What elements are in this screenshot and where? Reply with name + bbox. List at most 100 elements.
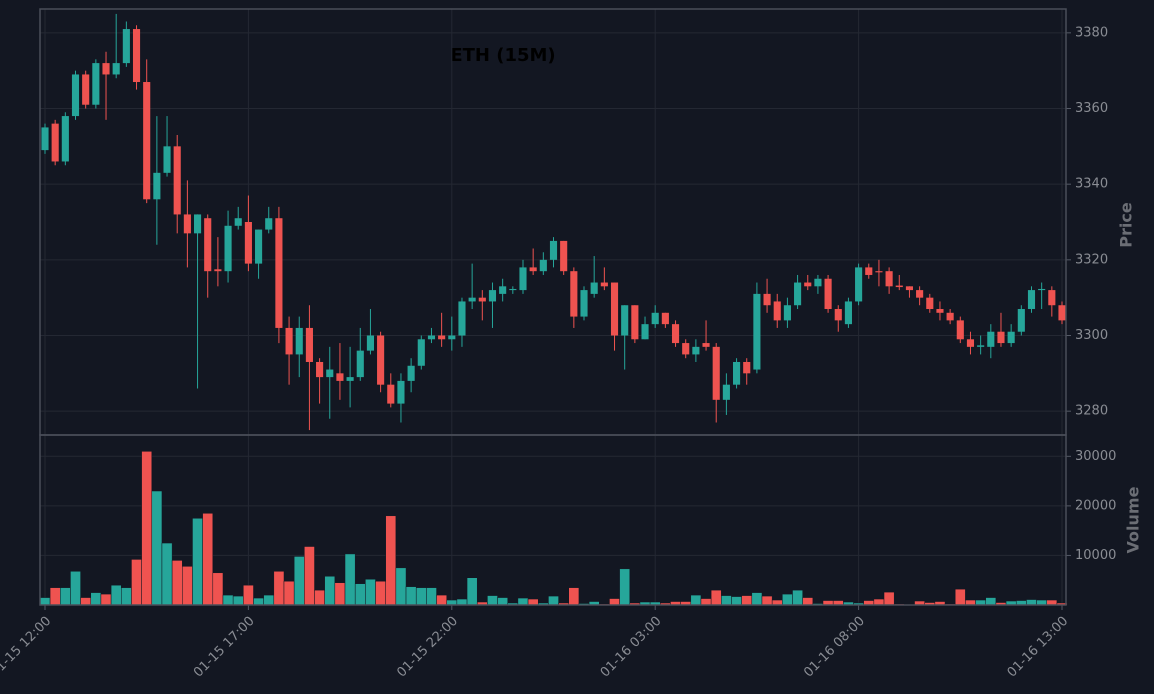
volume-bar [324, 576, 336, 606]
volume-bar [273, 571, 285, 606]
y-tick-label: 3360 [1075, 101, 1108, 116]
candle-body [316, 361, 324, 378]
candle-body [41, 127, 49, 151]
volume-bar [334, 582, 346, 606]
candle-body [814, 278, 822, 287]
volume-bar [110, 584, 122, 606]
candle-body [905, 286, 914, 291]
volume-bar [731, 596, 742, 606]
volume-bar [131, 559, 142, 606]
candle-body [570, 271, 578, 317]
candle-body [366, 335, 374, 351]
volume-bar [619, 568, 631, 606]
candle-body [417, 339, 425, 366]
candle-body [1017, 309, 1025, 332]
candle-body [427, 335, 436, 340]
candle-body [519, 267, 527, 291]
volume-bar [487, 595, 498, 606]
candle-body [336, 373, 344, 381]
volume-bar [456, 598, 468, 606]
volume-bar [243, 584, 254, 606]
volume-bar [354, 583, 366, 606]
candle-body [580, 290, 588, 317]
volume-tick-label: 20000 [1075, 498, 1116, 513]
y-tick-label: 3340 [1075, 177, 1108, 192]
candle-body [397, 380, 405, 404]
candle-body [407, 365, 415, 381]
volume-bar [802, 597, 814, 606]
candle-body [1048, 290, 1056, 306]
candle-body [356, 350, 364, 378]
y-tick-label: 3280 [1075, 404, 1108, 419]
candle-body [458, 301, 466, 336]
candle-body [244, 222, 252, 264]
volume-bar [192, 518, 203, 606]
volume-bar [161, 542, 173, 606]
candle-body [1027, 290, 1036, 310]
candle-body [651, 312, 659, 325]
candle-body [529, 267, 537, 272]
volume-bar [90, 592, 102, 606]
candle-body [265, 218, 273, 230]
candle-body [468, 297, 476, 302]
candle-body [1058, 305, 1066, 321]
y-tick-label: 3300 [1075, 328, 1108, 343]
volume-bar [527, 598, 539, 606]
candle-body [305, 327, 313, 362]
candle-body [478, 297, 486, 302]
volume-bar [985, 597, 997, 606]
volume-bar [710, 589, 722, 606]
candle-body [214, 269, 222, 272]
candle-body [600, 282, 608, 287]
candle-body [936, 309, 944, 313]
volume-bar [171, 560, 183, 606]
candle-body [82, 74, 90, 105]
candle-body [671, 324, 680, 344]
candle-body [885, 271, 893, 287]
candle-body [326, 369, 334, 378]
candle-body [1007, 331, 1015, 344]
candle-body [824, 278, 832, 310]
candle-body [753, 293, 761, 370]
candle-body [946, 312, 954, 321]
candle-body [183, 214, 191, 234]
volume-bar [751, 592, 763, 606]
candle-body [956, 320, 964, 340]
candle-body [92, 63, 100, 105]
volume-bar [121, 587, 132, 606]
candle-body [234, 218, 242, 226]
volume-bar [609, 598, 620, 606]
volume-bar [426, 587, 437, 606]
volume-bar [100, 593, 112, 606]
candle-body [153, 172, 161, 200]
volume-bar [344, 553, 356, 606]
candle-body [112, 63, 120, 75]
candle-body [193, 214, 202, 234]
volume-bar [283, 580, 295, 606]
candle-body [926, 297, 934, 310]
candle-body [794, 282, 802, 306]
volume-bar [365, 578, 376, 606]
candle-body [204, 218, 212, 272]
candle-body [682, 343, 690, 355]
volume-bar [151, 490, 163, 606]
volume-bar [568, 587, 580, 606]
candle-body [122, 29, 130, 64]
candle-body [631, 305, 639, 340]
candle-body [488, 290, 497, 302]
candle-body [1038, 288, 1046, 291]
volume-bar [385, 515, 397, 606]
volume-bar [873, 598, 885, 606]
candle-body [804, 282, 812, 287]
candle-body [702, 343, 710, 347]
volume-panel-frame [39, 434, 1067, 606]
chart-title: ETH (15M) [450, 45, 555, 66]
candle-body [722, 384, 730, 400]
candle-body [377, 335, 385, 385]
candle-body [549, 240, 558, 260]
candle-body [895, 285, 903, 288]
candle-body [773, 301, 781, 321]
volume-bar [212, 572, 224, 606]
